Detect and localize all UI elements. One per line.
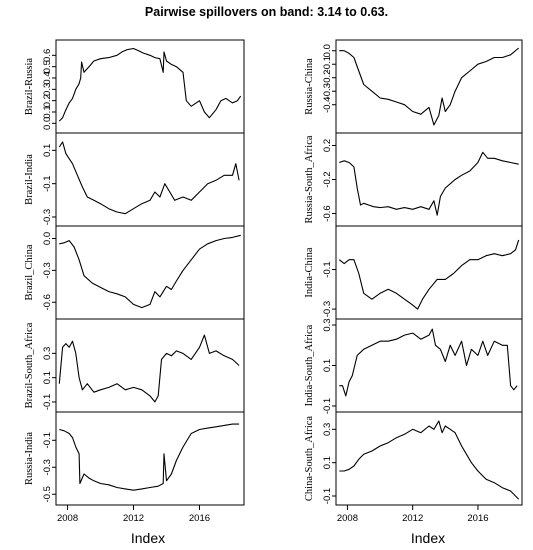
panel-label: Russia-India [24, 432, 35, 485]
panel-frame [335, 225, 523, 320]
x-axis: 2008 2012 2016 [57, 505, 210, 524]
y-tick-label: 0.2 [42, 94, 53, 107]
y-tick-label: -0.1 [322, 488, 333, 504]
series-line-Russia-South_Africa [339, 151, 519, 216]
y-tick-label: 0.5 [42, 60, 53, 73]
panel-label: India-South_Africa [304, 324, 315, 406]
panel-frame [335, 39, 523, 134]
x-tick-label: 2008 [337, 513, 358, 524]
left-column: 0.00.10.20.30.40.50.6Brazil-Russia-0.3-0… [24, 39, 245, 524]
panel-Brazil-India: -0.3 -0.1 0.1 Brazil-India [24, 132, 245, 227]
panel-Russia-India: -0.5 -0.3 -0.1 Russia-India [24, 411, 245, 506]
y-tick-label: -0.3 [42, 209, 53, 225]
panel-frame [55, 225, 245, 320]
panel-label: Russia-South_Africa [304, 135, 315, 223]
panel-frame [55, 411, 245, 506]
y-tick-label: 0.1 [42, 371, 53, 384]
y-tick-label: 0.0 [42, 232, 53, 245]
y-tick-label: -0.1 [322, 261, 333, 277]
y-tick-label: 0.3 [42, 83, 53, 96]
y-tick-label: -0.2 [322, 70, 333, 86]
series-line-Brazil-India [58, 141, 240, 215]
panel-China-South_Africa: -0.1 0.1 0.3 China-South_Africa [304, 411, 523, 506]
y-tick-label: -0.2 [322, 171, 333, 187]
y-tick-label: 0.1 [42, 105, 53, 118]
panel-label: Brazil-Russia [24, 58, 35, 115]
y-tick-label: 0.1 [322, 456, 333, 469]
panel-frame [335, 411, 523, 506]
panel-frame [55, 132, 245, 227]
y-tick-label: -0.6 [42, 294, 53, 310]
y-tick-label: -0.1 [322, 398, 333, 414]
y-tick-label: 0.3 [322, 423, 333, 436]
x-tick-label: 2016 [467, 513, 488, 524]
panel-Russia-China: -0.4-0.3-0.2-0.10.0 Russia-China [304, 39, 523, 134]
x-tick-label: 2008 [57, 513, 78, 524]
panel-India-China: -0.3 -0.1 India-China [304, 225, 523, 320]
panel-Russia-South_Africa: -0.6 -0.2 0.2 Russia-South_Africa [304, 132, 523, 227]
x-tick-label: 2016 [189, 513, 210, 524]
panel-label: India-China [304, 247, 315, 297]
y-tick-label: 0.2 [322, 139, 333, 152]
series-line-India-South_Africa [339, 328, 518, 397]
y-tick-label: -0.1 [42, 432, 53, 448]
series-line-China-South_Africa [339, 420, 520, 500]
x-tick-label: 2012 [123, 513, 144, 524]
panel-Brazil-South_Africa: -0.1 0.1 0.3 Brazil-South_Africa [24, 318, 245, 413]
panel-label: Brazil_China [24, 244, 35, 300]
panel-label: Brazil-South_Africa [24, 322, 35, 408]
y-tick-label: -0.3 [322, 83, 333, 99]
series-line-Brazil-South_Africa [58, 334, 240, 403]
series-line-Brazil_China [59, 234, 241, 309]
y-tick-label: 0.1 [42, 144, 53, 157]
series-line-Brazil-Russia [58, 47, 242, 122]
y-tick-label: -0.3 [42, 459, 53, 475]
y-tick-label: 0.3 [42, 347, 53, 360]
y-tick-label: -0.4 [322, 97, 333, 113]
series-line-Russia-China [339, 47, 520, 126]
x-axis-label-left: Index [131, 530, 165, 546]
panel-label: Brazil-India [24, 154, 35, 205]
y-tick-label: -0.1 [322, 56, 333, 72]
right-column: -0.4-0.3-0.2-0.10.0Russia-China-0.6-0.20… [304, 39, 523, 524]
panel-India-South_Africa: -0.1 0.1 0.3 India-South_Africa [304, 318, 523, 414]
series-line-Russia-India [59, 423, 240, 491]
panel-frame [335, 318, 523, 413]
panel-label: Russia-China [304, 58, 315, 115]
y-tick-label: -0.3 [322, 301, 333, 317]
series-line-India-China [338, 239, 520, 310]
y-tick-label: -0.1 [42, 394, 53, 410]
y-tick-label: 0.4 [42, 71, 53, 84]
panel-label: China-South_Africa [304, 416, 315, 501]
y-tick-label: -0.5 [42, 486, 53, 502]
x-tick-label: 2012 [402, 513, 423, 524]
y-tick-label: 0.1 [322, 359, 333, 372]
y-tick-label: 0.3 [322, 318, 333, 331]
y-tick-label: -0.1 [42, 175, 53, 191]
y-tick-label: -0.3 [42, 262, 53, 278]
figure-title: Pairwise spillovers on band: 3.14 to 0.6… [145, 5, 388, 19]
panel-frame [55, 39, 245, 134]
y-tick-label: 0.0 [322, 44, 333, 57]
panel-Brazil_China: -0.6 -0.3 0.0 Brazil_China [24, 225, 245, 320]
y-tick-label: -0.6 [322, 205, 333, 221]
x-axis-label-right: Index [411, 530, 445, 546]
panel-frame [55, 318, 245, 413]
x-axis: 2008 2012 2016 [337, 505, 489, 524]
panel-frame [335, 132, 523, 227]
panel-Brazil-Russia: 0.00.10.20.30.40.50.6 Brazil-Russia [24, 39, 245, 134]
y-tick-label: 0.0 [42, 117, 53, 130]
y-tick-label: 0.6 [42, 49, 53, 62]
